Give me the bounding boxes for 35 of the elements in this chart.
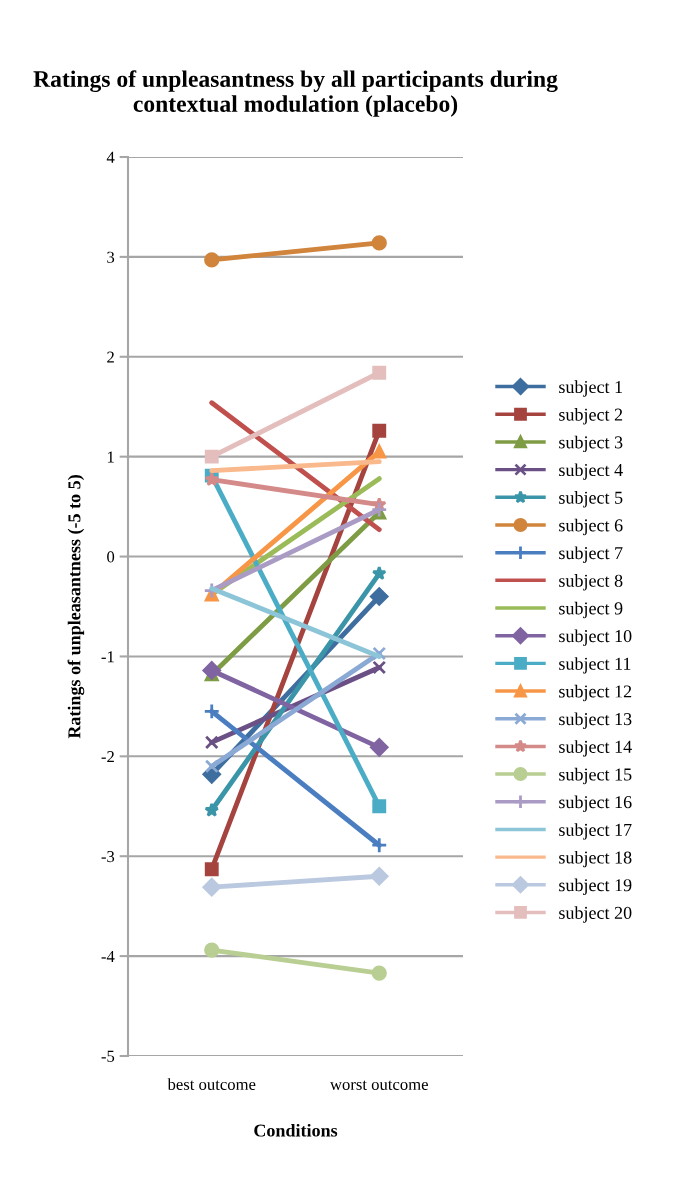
y-tick-label: 4	[106, 151, 115, 163]
x-axis-title: Conditions	[254, 1123, 338, 1137]
y-tick-label: 2	[107, 351, 114, 363]
y-tick-label: 0	[107, 551, 115, 563]
y-tick-label: 1	[107, 451, 114, 463]
legend-label: subject 20	[559, 906, 632, 923]
chart-title: Ratings of unpleasantness by all participants during contextual modulation (placebo)	[33, 70, 558, 117]
legend-label: subject 4	[559, 463, 623, 480]
legend-label: subject 2	[559, 408, 623, 425]
legend-label: subject 16	[559, 795, 632, 812]
y-tick-label: -5	[101, 1050, 115, 1062]
legend-label: subject 18	[559, 850, 632, 868]
legend-label: subject 13	[559, 712, 632, 729]
x-tick-label: best outcome	[167, 1078, 256, 1090]
legend-label: subject 19	[559, 878, 632, 895]
y-axis-title: Ratings of unpleasantness (-5 to 5)	[67, 475, 85, 739]
legend-label: subject 8	[559, 574, 623, 591]
legend-label: subject 17	[559, 823, 632, 840]
legend-label: subject 15	[559, 767, 632, 785]
y-tick-label: -1	[101, 651, 114, 663]
y-tick-label: -3	[101, 850, 115, 863]
y-tick-label: 3	[107, 251, 115, 263]
legend-label: subject 11	[559, 657, 631, 674]
legend-label: subject 5	[559, 491, 623, 508]
legend-label: subject 14	[559, 740, 632, 757]
y-tick-label: -4	[101, 950, 115, 962]
legend-label: subject 12	[559, 684, 632, 702]
legend-label: subject 3	[559, 435, 623, 453]
legend-label: subject 7	[559, 546, 623, 563]
x-tick-label: worst outcome	[329, 1080, 428, 1090]
legend-label: subject 6	[559, 518, 623, 536]
legend-label: subject 1	[559, 380, 623, 397]
y-tick-label: -2	[101, 751, 114, 763]
legend-label: subject 9	[559, 601, 623, 619]
legend-label: subject 10	[559, 629, 632, 646]
